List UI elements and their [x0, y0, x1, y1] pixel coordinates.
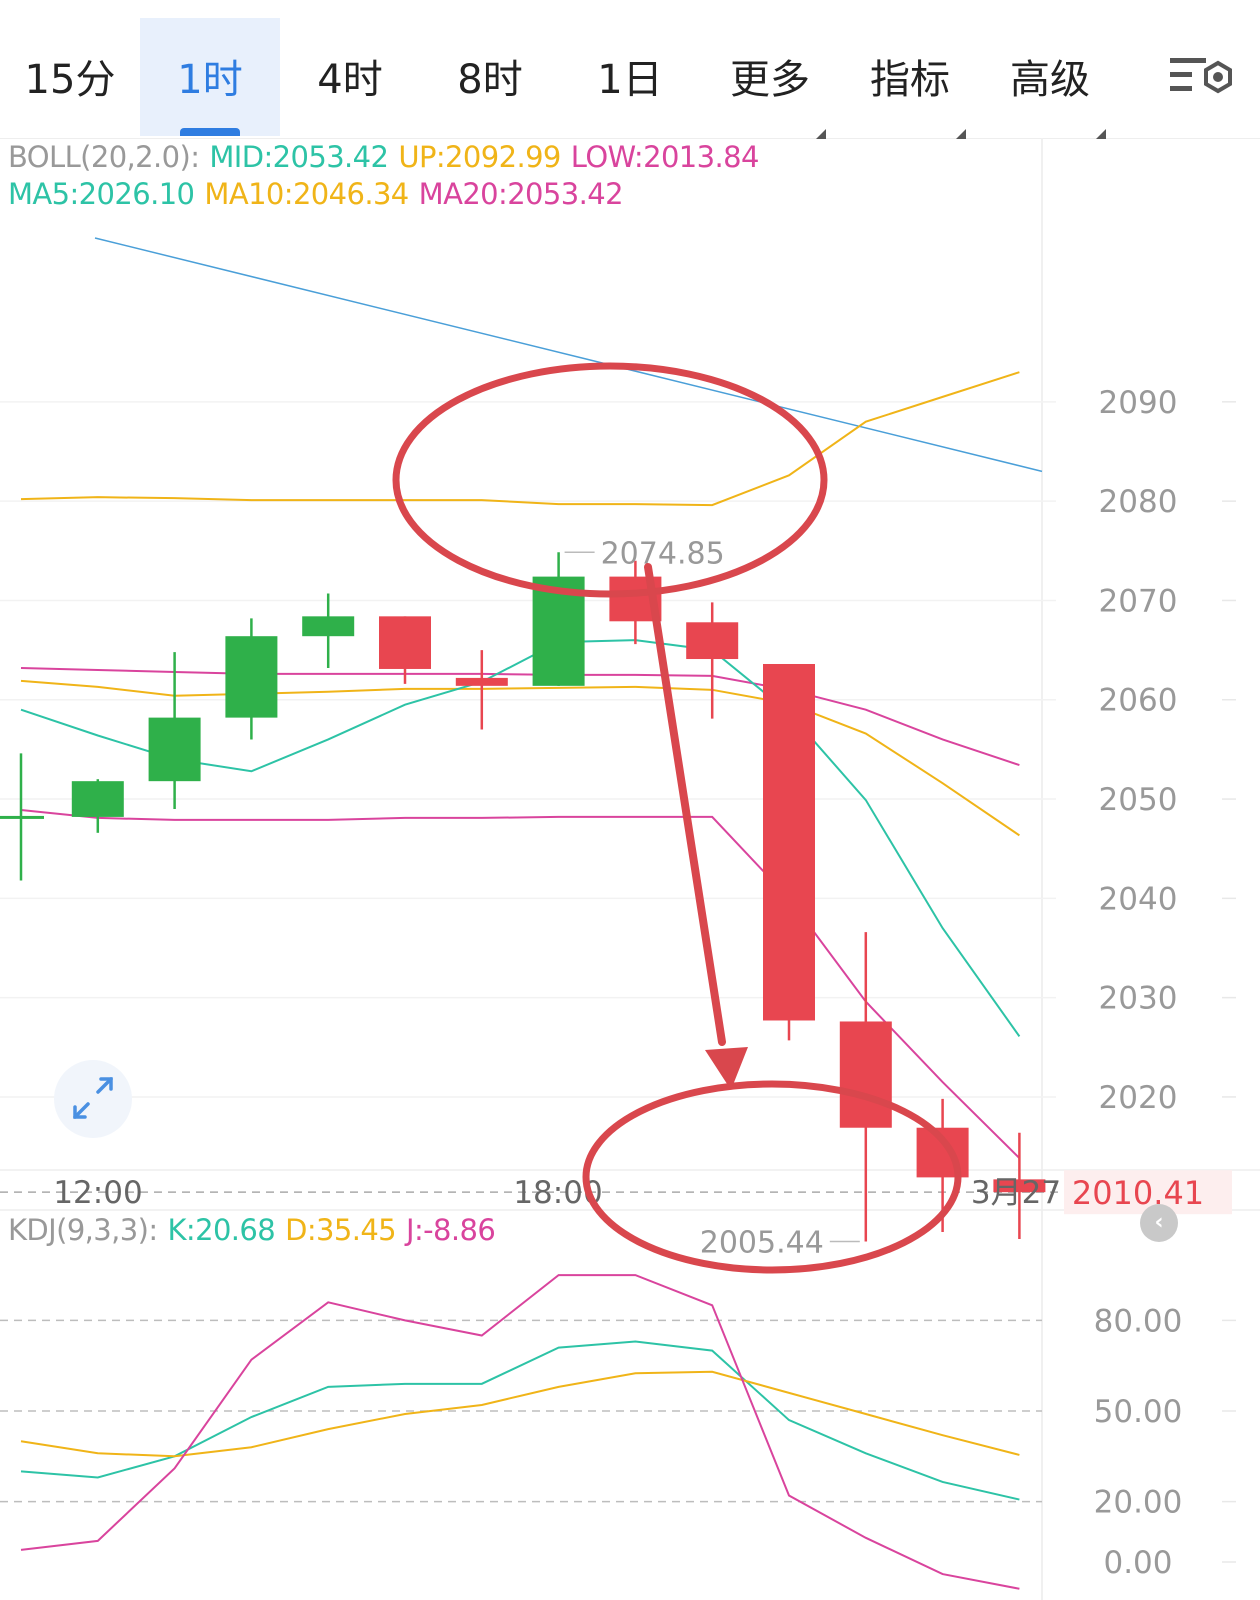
ma-legend: MA5:2026.10 MA10:2046.34 MA20:2053.42	[8, 177, 633, 211]
annotation-layer: 2074.85 2005.44	[392, 362, 962, 1274]
tab-1[interactable]: 1时	[140, 18, 280, 136]
tab-0[interactable]: 15分	[0, 18, 140, 136]
candle-body	[148, 717, 201, 782]
series-ma10-line	[20, 679, 1020, 837]
tab-label: 1时	[177, 57, 243, 103]
candle-body	[839, 1021, 892, 1128]
tab-label: 15分	[24, 57, 116, 103]
ma10-legend: MA10:2046.34	[204, 177, 409, 211]
settings-gear-icon	[1170, 58, 1232, 94]
grid-layer	[0, 138, 1260, 1600]
tab-6[interactable]: 指标	[840, 18, 980, 139]
candle-body	[71, 781, 124, 817]
candle-body	[379, 616, 431, 669]
series-low-line	[20, 808, 1021, 1159]
y-axis-label: 2060	[1099, 683, 1178, 719]
tab-3[interactable]: 8时	[420, 18, 560, 136]
candle-body	[455, 677, 508, 686]
candle-body	[763, 663, 815, 1021]
kdj-y-axis-label: 80.00	[1094, 1303, 1183, 1339]
boll-legend-up: UP:2092.99	[398, 140, 561, 174]
tab-7[interactable]: 高级	[980, 18, 1120, 139]
x-axis-label: 12:00	[53, 1175, 142, 1211]
kdj-y-axis-label: 20.00	[1094, 1485, 1183, 1521]
kdj-y-axis-label: 50.00	[1094, 1394, 1183, 1430]
dropdown-caret-icon	[956, 129, 966, 139]
y-axis-label: 2050	[1099, 782, 1178, 818]
dropdown-caret-icon	[1096, 129, 1106, 139]
annotation-circle-bottom	[582, 1080, 962, 1274]
x-axis-label: 3月27	[971, 1175, 1061, 1211]
k-chevron-icon: ‹	[1154, 1210, 1164, 1235]
tab-label: 指标	[870, 57, 966, 139]
high-price-label: 2074.85	[601, 536, 725, 571]
dropdown-caret-icon	[816, 129, 826, 139]
low-price-label: 2005.44	[700, 1226, 824, 1261]
kdj-y-axis-label: 0.00	[1103, 1545, 1172, 1581]
trendline	[94, 237, 1043, 473]
tab-label: 高级	[1010, 57, 1106, 139]
kdj-legend-d: D:35.45	[285, 1213, 397, 1247]
annotation-circle-top	[392, 362, 828, 598]
candle-body	[0, 815, 44, 819]
boll-legend-mid: MID:2053.42	[209, 140, 389, 174]
tab-label: 4时	[317, 57, 383, 103]
boll-legend-low: LOW:2013.84	[570, 140, 760, 174]
y-axis-label: 2080	[1099, 484, 1178, 520]
annotation-arrowhead	[705, 1047, 748, 1090]
series-up-line	[20, 371, 1020, 507]
y-axis-label: 2020	[1099, 1080, 1178, 1116]
y-axis-label: 2040	[1099, 881, 1178, 917]
ma5-legend: MA5:2026.10	[8, 177, 195, 211]
tab-label: 更多	[730, 57, 826, 139]
series-mid-line	[20, 666, 1020, 767]
candle-body	[993, 1179, 1046, 1193]
tab-4[interactable]: 1日	[560, 18, 700, 136]
candlestick-series	[0, 552, 1046, 1242]
y-axis-label: 2070	[1099, 583, 1178, 619]
chart-settings-button[interactable]	[1168, 50, 1238, 110]
active-tab-indicator	[180, 128, 240, 136]
kdj-legend-k: K:20.68	[167, 1213, 276, 1247]
current-price-label: 2010.41	[1072, 1174, 1204, 1212]
candle-body	[302, 616, 355, 637]
kdj-legend: KDJ(9,3,3): K:20.68 D:35.45 J:-8.86	[8, 1213, 505, 1247]
kdj-j-line	[20, 1274, 1020, 1590]
boll-legend-name: BOLL(20,2.0):	[8, 140, 200, 174]
kdj-lines	[20, 1274, 1020, 1590]
boll-legend: BOLL(20,2.0): MID:2053.42 UP:2092.99 LOW:20…	[8, 140, 769, 174]
fullscreen-expand-button[interactable]	[54, 1060, 132, 1138]
annotation-arrow-shaft	[644, 563, 726, 1046]
tab-label: 8时	[457, 57, 523, 103]
candle-body	[225, 636, 278, 718]
candle-body	[686, 622, 739, 660]
tab-5[interactable]: 更多	[700, 18, 840, 139]
axis-labels: 2090 2080 2070 2060 2050 2040 2030 2020 2010.41 1…	[53, 385, 1232, 1581]
kdj-legend-name: KDJ(9,3,3):	[8, 1213, 158, 1247]
ma20-legend: MA20:2053.42	[418, 177, 624, 211]
k-line-toggle-button[interactable]: ‹	[1140, 1204, 1178, 1242]
y-axis-label: 2030	[1099, 981, 1178, 1017]
y-axis-label: 2090	[1099, 385, 1178, 421]
kdj-d-line	[20, 1370, 1020, 1458]
tab-label: 1日	[597, 57, 663, 103]
timeframe-tab-bar: 15分 1时 4时 8时 1日 更多 指标 高级	[0, 0, 1260, 139]
kdj-k-line	[20, 1340, 1020, 1501]
expand-arrows-icon	[73, 1077, 113, 1119]
tab-2[interactable]: 4时	[280, 18, 420, 136]
kdj-legend-j: J:-8.86	[406, 1213, 496, 1247]
